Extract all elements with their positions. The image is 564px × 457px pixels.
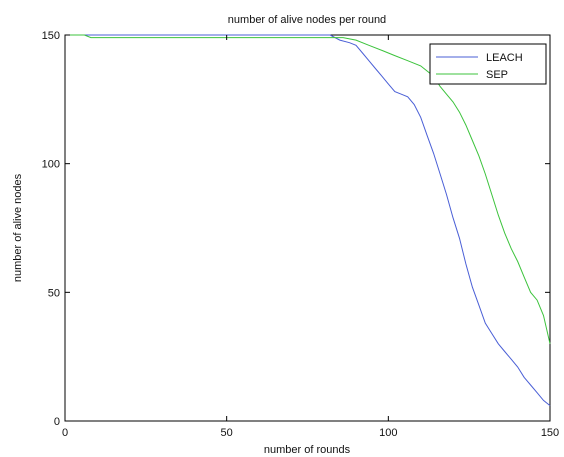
y-axis-label: number of alive nodes [12,173,24,282]
x-axis-label: number of rounds [264,444,351,456]
y-tick-label: 150 [42,30,60,42]
series-line-leach [65,34,551,406]
x-tick-label: 50 [221,427,233,439]
legend-label-leach: LEACH [486,52,523,64]
series-layer [65,34,551,406]
y-tick-label: 0 [54,416,60,428]
x-tick-label: 150 [541,427,559,439]
y-tick-label: 50 [48,287,60,299]
series-line-sep [65,34,551,344]
x-tick-label: 0 [62,427,68,439]
plot-area [64,34,551,422]
chart-title: number of alive nodes per round [228,14,386,26]
legend: LEACH SEP [429,43,547,85]
legend-box [429,43,547,85]
tick-layer: 0 50 100 150 0 50 100 150 [42,30,560,439]
legend-label-sep: SEP [486,69,508,81]
y-tick-label: 100 [42,159,60,171]
x-tick-label: 100 [379,427,397,439]
